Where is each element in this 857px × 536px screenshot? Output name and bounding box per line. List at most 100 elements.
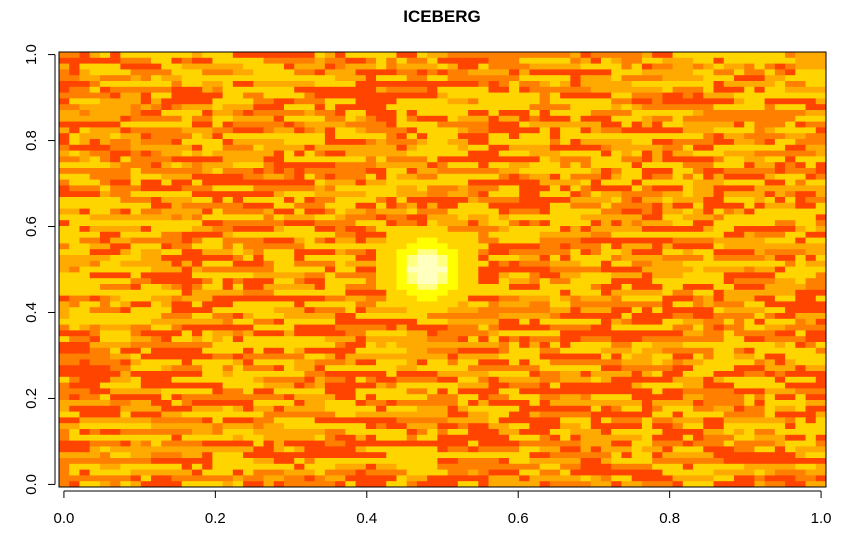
heatmap-cell [774, 81, 786, 88]
heatmap-cell [171, 52, 183, 59]
heatmap-cell [682, 318, 694, 325]
heatmap-cell [365, 376, 377, 383]
heatmap-cell [774, 330, 786, 337]
heatmap-cell [110, 220, 121, 227]
heatmap-cell [437, 133, 449, 140]
heatmap-cell [365, 301, 377, 308]
heatmap-cell [416, 394, 428, 401]
heatmap-cell [815, 202, 827, 209]
heatmap-cell [713, 121, 725, 128]
heatmap-cell [273, 342, 285, 349]
heatmap-cell [570, 75, 581, 82]
heatmap-cell [283, 336, 295, 343]
heatmap-cell [89, 359, 101, 366]
heatmap-cell [815, 226, 827, 233]
heatmap-cell [631, 191, 643, 198]
heatmap-cell [202, 376, 213, 383]
heatmap-cell [652, 353, 663, 360]
heatmap-cell [59, 150, 70, 157]
heatmap-cell [508, 284, 520, 291]
heatmap-cell [805, 237, 817, 244]
heatmap-cell [120, 249, 131, 256]
heatmap-cell [519, 92, 530, 99]
heatmap-cell [427, 429, 438, 436]
heatmap-cell [191, 429, 203, 436]
heatmap-cell [662, 359, 673, 366]
heatmap-cell [130, 173, 142, 180]
heatmap-cell [181, 255, 193, 262]
heatmap-cell [232, 301, 244, 308]
heatmap-cell [764, 104, 776, 111]
heatmap-cell [744, 63, 755, 70]
heatmap-cell [140, 284, 152, 291]
heatmap-cell [345, 429, 356, 436]
heatmap-cell [468, 69, 479, 76]
heatmap-cell [641, 220, 653, 227]
heatmap-cell [815, 150, 827, 157]
heatmap-cell [59, 324, 70, 331]
heatmap-cell [263, 191, 275, 198]
heatmap-cell [99, 405, 111, 412]
heatmap-cell [447, 168, 459, 175]
heatmap-cell [733, 249, 745, 256]
heatmap-cell [283, 139, 295, 146]
heatmap-cell [110, 191, 121, 198]
heatmap-cell [805, 57, 817, 64]
heatmap-cell [590, 318, 602, 325]
heatmap-cell [222, 371, 234, 378]
heatmap-cell [324, 284, 336, 291]
heatmap-cell [304, 98, 316, 105]
heatmap-cell [232, 52, 244, 59]
heatmap-cell [222, 318, 234, 325]
heatmap-cell [744, 330, 755, 337]
heatmap-cell [222, 220, 234, 227]
heatmap-cell [468, 318, 479, 325]
heatmap-cell [641, 57, 653, 64]
heatmap-cell [427, 318, 438, 325]
heatmap-cell [427, 342, 438, 349]
heatmap-cell [498, 179, 510, 186]
heatmap-cell [641, 162, 653, 169]
heatmap-cell [110, 144, 121, 151]
heatmap-cell [427, 400, 438, 407]
heatmap-cell [79, 301, 91, 308]
heatmap-cell [406, 75, 418, 82]
heatmap-cell [171, 75, 183, 82]
heatmap-cell [243, 104, 254, 111]
heatmap-cell [222, 405, 234, 412]
heatmap-cell [171, 179, 183, 186]
heatmap-cell [59, 144, 70, 151]
heatmap-cell [539, 75, 551, 82]
heatmap-cell [774, 191, 786, 198]
heatmap-cell [580, 173, 592, 180]
heatmap-cell [611, 255, 622, 262]
heatmap-cell [682, 127, 694, 134]
heatmap-cell [519, 69, 530, 76]
heatmap-cell [682, 417, 694, 424]
heatmap-cell [69, 237, 80, 244]
heatmap-cell [549, 52, 561, 59]
heatmap-cell [365, 365, 377, 372]
heatmap-cell [437, 115, 449, 122]
heatmap-cell [69, 214, 80, 221]
heatmap-cell [549, 405, 561, 412]
heatmap-cell [304, 226, 316, 233]
heatmap-cell [202, 139, 213, 146]
heatmap-cell [601, 63, 612, 70]
heatmap-cell [570, 278, 581, 285]
heatmap-cell [611, 57, 622, 64]
heatmap-cell [805, 388, 817, 395]
heatmap-cell [89, 417, 101, 424]
heatmap-cell [161, 139, 172, 146]
heatmap-cell [376, 214, 387, 221]
heatmap-cell [222, 272, 234, 279]
heatmap-cell [99, 278, 111, 285]
heatmap-cell [641, 121, 653, 128]
heatmap-cell [744, 156, 755, 163]
heatmap-cell [324, 173, 336, 180]
heatmap-cell [774, 301, 786, 308]
heatmap-cell [468, 260, 479, 267]
heatmap-cell [621, 179, 633, 186]
heatmap-cell [273, 243, 285, 250]
heatmap-cell [130, 63, 142, 70]
